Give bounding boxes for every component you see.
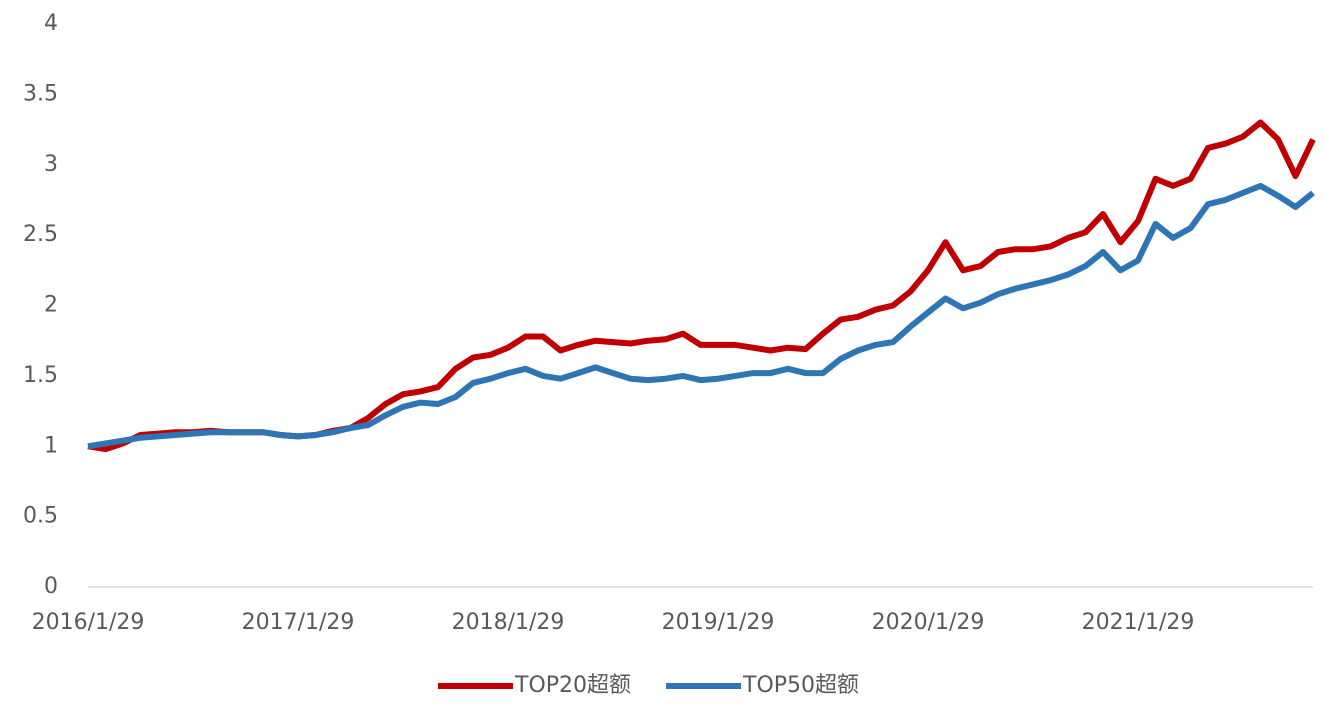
x-tick-label: 2019/1/29	[662, 610, 775, 635]
series-line	[87, 119, 1316, 453]
legend-label: TOP20超额	[514, 673, 631, 698]
y-tick-label: 3.5	[23, 81, 58, 106]
y-tick-label: 2.5	[23, 222, 58, 247]
series-line	[87, 182, 1315, 450]
x-tick-label: 2017/1/29	[242, 610, 355, 635]
y-tick-label: 0.5	[23, 504, 58, 529]
x-tick-label: 2020/1/29	[872, 610, 985, 635]
y-tick-label: 3	[44, 152, 58, 177]
legend-label: TOP50超额	[742, 673, 859, 698]
x-tick-label: 2016/1/29	[32, 610, 145, 635]
y-tick-label: 1.5	[23, 363, 58, 388]
x-tick-label: 2018/1/29	[452, 610, 565, 635]
y-tick-label: 4	[44, 11, 58, 36]
y-tick-label: 0	[44, 574, 58, 599]
y-tick-label: 1	[44, 433, 58, 458]
x-tick-label: 2021/1/29	[1082, 610, 1195, 635]
y-tick-label: 2	[44, 293, 58, 318]
